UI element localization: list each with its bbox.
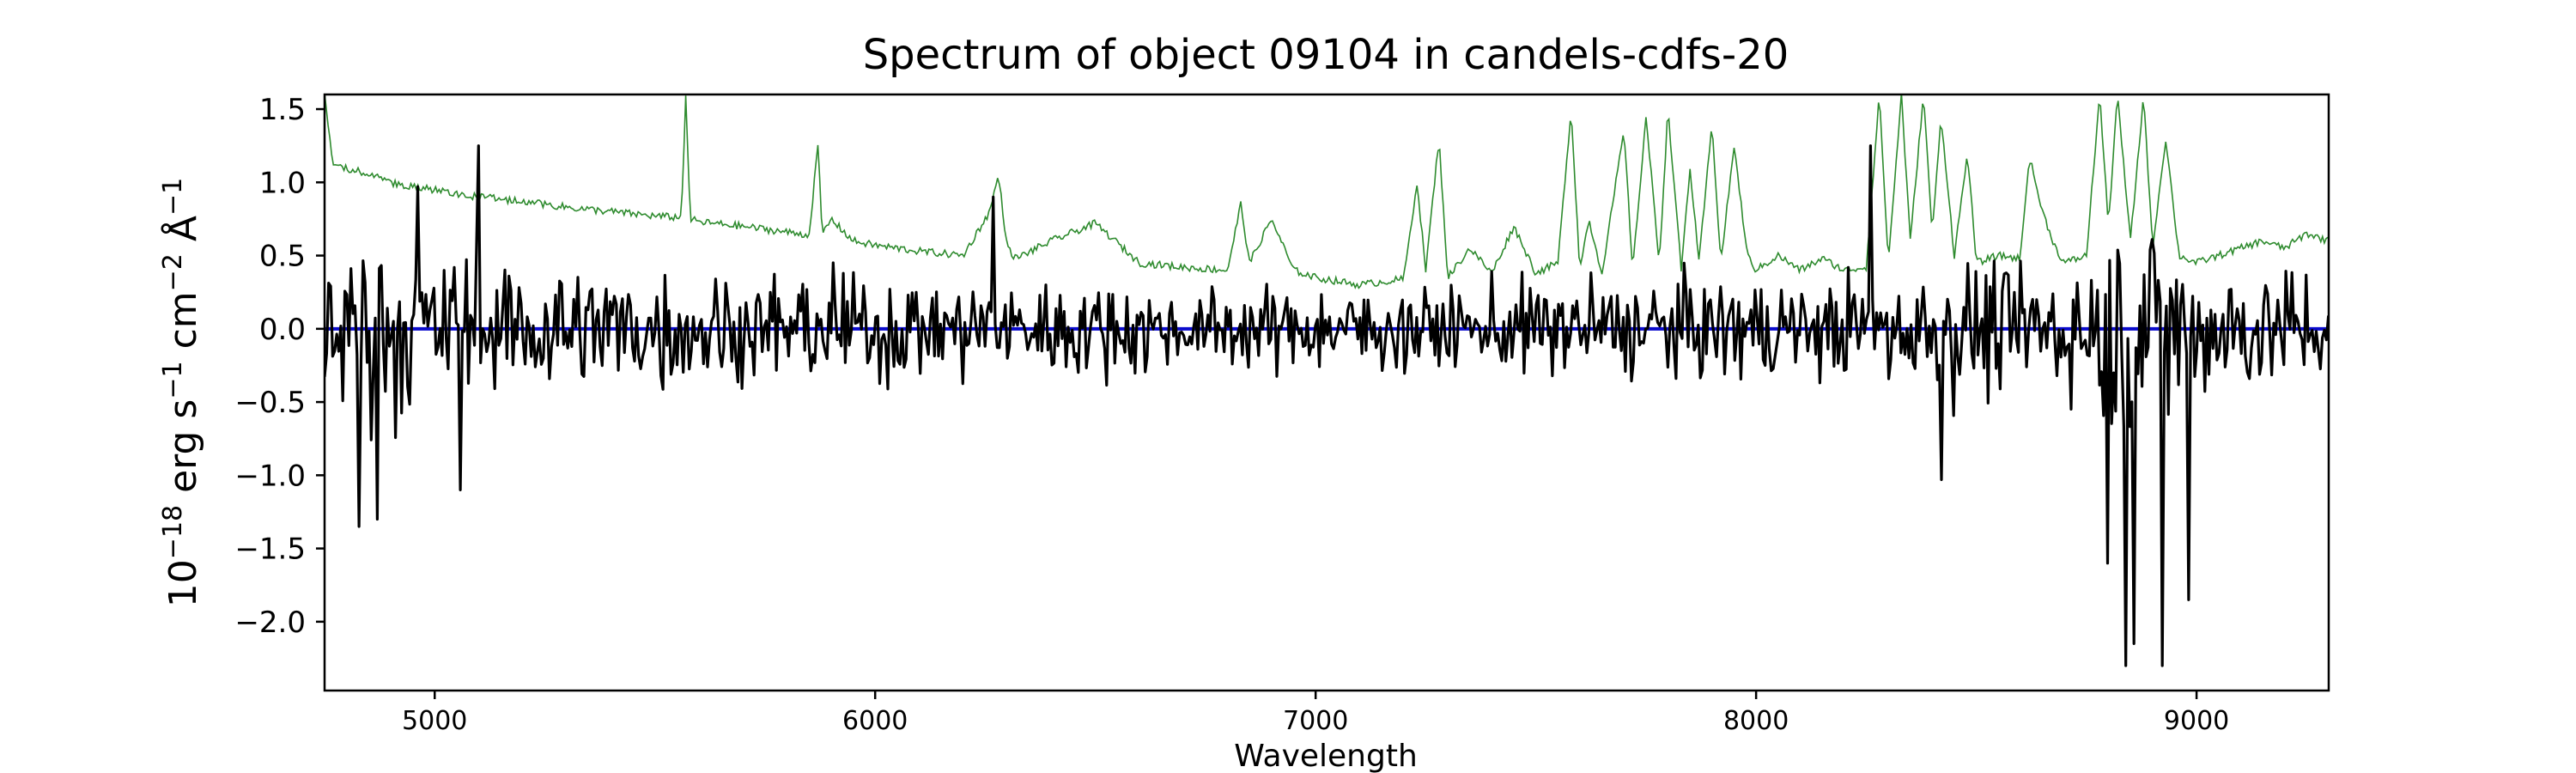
y-tick-label: −0.5 xyxy=(234,386,306,420)
y-tick-label: −1.0 xyxy=(234,459,306,493)
y-axis: 1.5 1.0 0.5 0.0 −0.5 −1.0 −1.5 −2.0 xyxy=(234,93,325,640)
y-tick-label: 1.0 xyxy=(259,166,306,200)
x-tick-label: 6000 xyxy=(842,706,908,736)
y-tick-label: 0.5 xyxy=(259,240,306,274)
x-tick-label: 5000 xyxy=(402,706,467,736)
y-tick-label: 0.0 xyxy=(259,313,306,347)
y-tick-label: −2.0 xyxy=(234,606,306,640)
plot-area xyxy=(323,93,2330,692)
y-tick-label: −1.5 xyxy=(234,533,306,567)
x-tick-label: 7000 xyxy=(1283,706,1348,736)
x-axis: 5000 6000 7000 8000 9000 xyxy=(402,691,2229,736)
chart-title: Spectrum of object 09104 in candels-cdfs… xyxy=(863,31,1789,79)
contamination-model-line xyxy=(325,94,2329,289)
y-axis-label: 10−18 erg s−1 cm−2 Å−1 xyxy=(158,178,206,607)
series-layer xyxy=(325,94,2329,667)
axes-frame xyxy=(323,93,2330,692)
spectrum-line xyxy=(325,144,2329,667)
x-tick-label: 9000 xyxy=(2164,706,2229,736)
x-tick-label: 8000 xyxy=(1723,706,1789,736)
y-tick-label: 1.5 xyxy=(259,93,306,127)
x-axis-label: Wavelength xyxy=(1234,739,1418,773)
